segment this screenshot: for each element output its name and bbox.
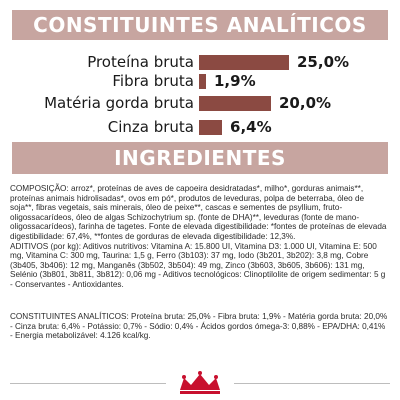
royal-canin-crown-logo-icon	[180, 371, 220, 394]
ingredients-text: COMPOSIÇÃO: arroz*, proteínas de aves de…	[10, 184, 390, 290]
nutrient-row: Cinza bruta 6,4%	[0, 116, 400, 138]
nutrient-value-label: 25,0%	[297, 53, 350, 71]
nutrient-row: Matéria gorda bruta 20,0%	[0, 92, 400, 114]
constituents-paragraph: CONSTITUINTES ANALÍTICOS: Proteína bruta…	[10, 312, 388, 341]
nutrient-label: Cinza bruta	[107, 118, 194, 136]
nutrient-label: Proteína bruta	[87, 53, 194, 71]
nutrient-bar	[199, 74, 206, 89]
nutrient-bar	[199, 55, 289, 70]
nutrient-value-label: 1,9%	[214, 72, 256, 90]
nutrient-label: Fibra bruta	[112, 72, 194, 90]
nutrient-bar	[199, 96, 271, 111]
nutrient-value-label: 20,0%	[279, 94, 332, 112]
nutrient-row: Fibra bruta 1,9%	[0, 70, 400, 92]
nutrient-label: Matéria gorda bruta	[44, 94, 194, 112]
constituents-text-block: CONSTITUINTES ANALÍTICOS: Proteína bruta…	[10, 312, 390, 341]
analytics-title: CONSTITUINTES ANALÍTICOS	[33, 13, 367, 37]
nutrient-value-label: 6,4%	[230, 118, 272, 136]
nutrient-row: Proteína bruta 25,0%	[0, 51, 400, 73]
footer-divider-right	[234, 383, 390, 384]
nutrient-bar	[199, 120, 223, 135]
composition-paragraph: COMPOSIÇÃO: arroz*, proteínas de aves de…	[10, 184, 387, 241]
ingredients-title: INGREDIENTES	[114, 146, 286, 170]
footer-divider-left	[10, 383, 166, 384]
additives-paragraph: ADITIVOS (por kg): Aditivos nutritivos: …	[10, 241, 386, 289]
ingredients-header-band: INGREDIENTES	[12, 142, 388, 174]
analytics-header-band: CONSTITUINTES ANALÍTICOS	[12, 10, 388, 40]
